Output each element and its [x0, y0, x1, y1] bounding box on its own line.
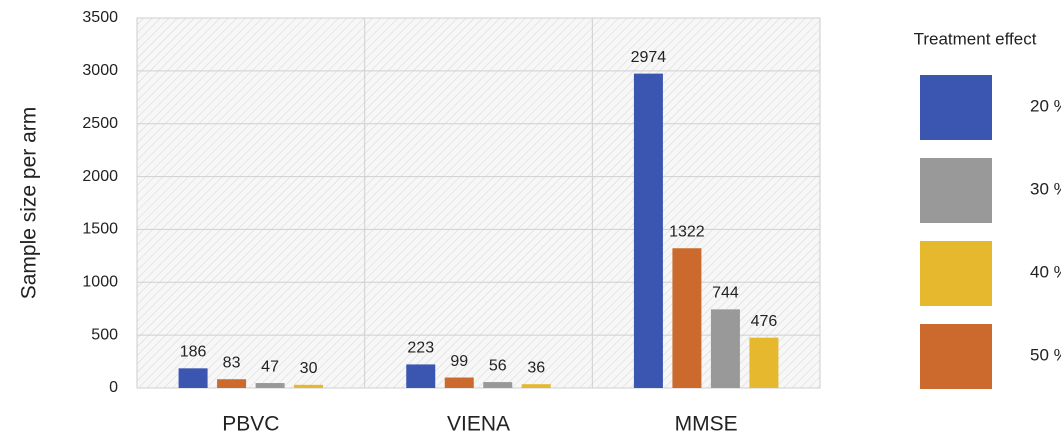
legend-swatch [920, 75, 992, 140]
value-label: 36 [527, 359, 545, 376]
bar [178, 368, 208, 388]
legend-title: Treatment effect [914, 29, 1037, 48]
bar [255, 383, 285, 388]
y-tick-label: 3000 [82, 62, 118, 79]
bar [217, 379, 247, 388]
value-label: 2974 [631, 49, 667, 66]
y-tick-label: 1500 [82, 221, 118, 238]
y-tick-label: 0 [109, 379, 118, 396]
value-label: 476 [751, 313, 778, 330]
legend-label: 40 % [1030, 262, 1061, 281]
bar [521, 384, 551, 388]
legend-swatch [920, 324, 992, 389]
value-label: 83 [223, 354, 241, 371]
y-tick-label: 500 [91, 326, 118, 343]
value-label: 1322 [669, 223, 705, 240]
value-label: 744 [712, 285, 739, 302]
bar [710, 309, 740, 388]
legend-label: 30 % [1030, 179, 1061, 198]
y-tick-label: 2500 [82, 115, 118, 132]
bar [483, 382, 513, 388]
value-label: 223 [407, 340, 434, 357]
bar [444, 377, 474, 388]
bar [749, 337, 779, 388]
bar [633, 73, 663, 388]
bar [672, 248, 702, 388]
x-tick-label: VIENA [447, 413, 510, 436]
x-tick-label: MMSE [675, 413, 738, 436]
legend-label: 20 % [1030, 96, 1061, 115]
value-label: 30 [300, 360, 318, 377]
legend-swatch [920, 158, 992, 223]
bar [406, 364, 436, 388]
value-label: 186 [180, 344, 207, 361]
bar [294, 384, 324, 388]
value-label: 56 [489, 357, 507, 374]
y-axis-label: Sample size per arm [18, 107, 41, 300]
y-tick-label: 1000 [82, 274, 118, 291]
legend-label: 50 % [1030, 345, 1061, 364]
y-tick-label: 3500 [82, 9, 118, 26]
y-tick-label: 2000 [82, 168, 118, 185]
x-tick-label: PBVC [222, 413, 279, 436]
plot-area [136, 17, 821, 389]
value-label: 47 [261, 358, 279, 375]
value-label: 99 [450, 353, 468, 370]
legend-swatch [920, 241, 992, 306]
